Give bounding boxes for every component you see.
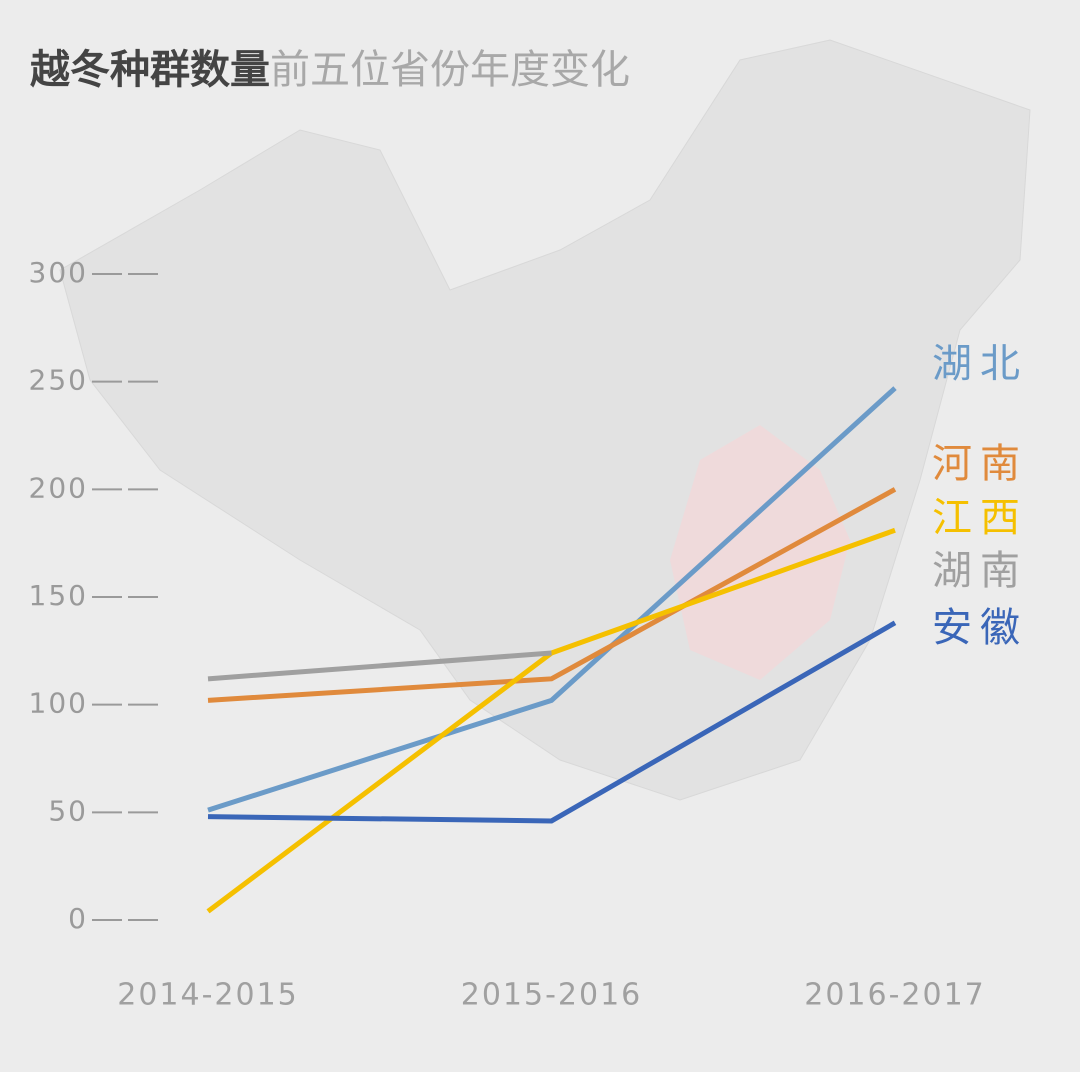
x-tick-label: 2014-2015 — [117, 978, 299, 1013]
legend-label: 湖南 — [932, 548, 1028, 594]
legend-label: 安徽 — [932, 605, 1028, 651]
series-line — [207, 620, 897, 824]
x-tick-label: 2015-2016 — [461, 978, 643, 1013]
series-line — [207, 650, 552, 682]
y-tick-label: 100 — [29, 687, 88, 720]
series-line — [207, 386, 897, 813]
y-tick-label: 300 — [29, 256, 88, 289]
map-highlight — [670, 425, 850, 680]
y-tick-label: 50 — [48, 794, 88, 827]
chart-title: 越冬种群数量前五位省份年度变化 — [30, 47, 630, 93]
y-tick-label: 150 — [29, 579, 88, 612]
legend-label: 江西 — [932, 495, 1028, 541]
y-tick-label: 0 — [68, 902, 88, 935]
y-tick-label: 250 — [29, 364, 88, 397]
legend-label: 河南 — [932, 441, 1028, 487]
series-line — [207, 487, 897, 703]
x-tick-label: 2016-2017 — [804, 978, 986, 1013]
title-main: 越冬种群数量 — [30, 47, 270, 93]
y-tick-label: 200 — [29, 471, 88, 504]
legend-label: 湖北 — [932, 341, 1028, 387]
title-sub: 前五位省份年度变化 — [270, 47, 630, 93]
